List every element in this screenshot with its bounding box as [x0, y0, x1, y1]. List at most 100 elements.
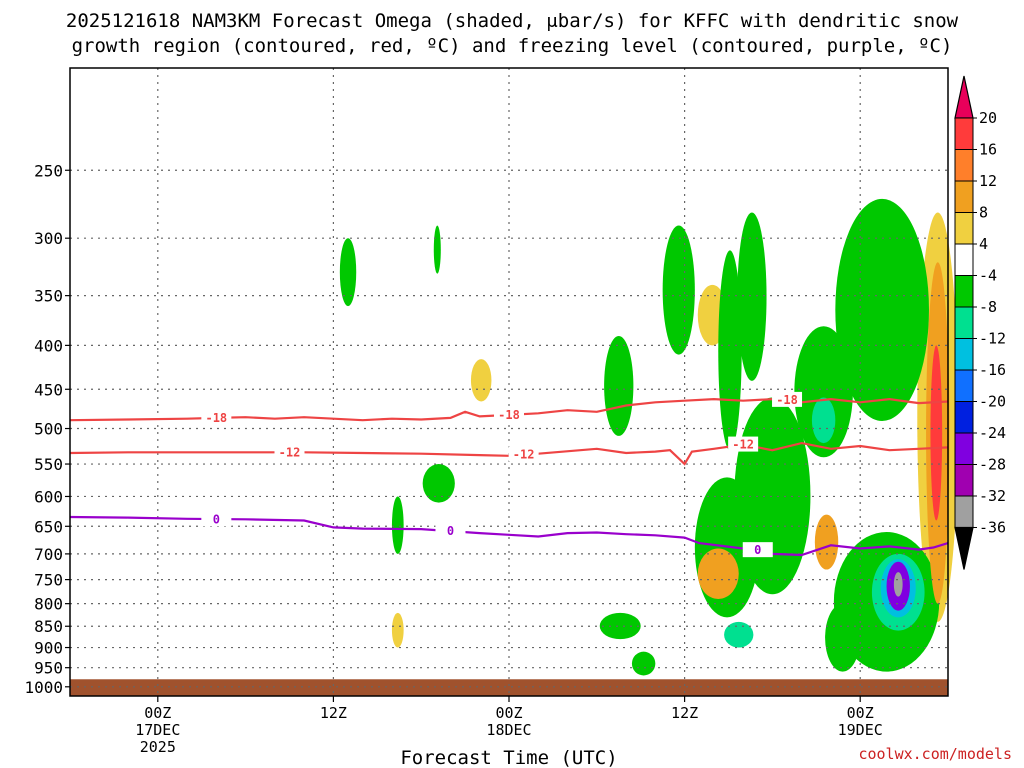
- contour-label-bg: [201, 511, 232, 527]
- colorbar-label: -12: [979, 330, 1006, 348]
- x-tick-label: 12Z: [671, 704, 698, 722]
- omega-region-sink-17-e: [391, 612, 404, 648]
- omega-region-rise-19-a: [794, 326, 853, 458]
- omega-region-rise-19-k: [893, 572, 903, 597]
- y-tick-label: 500: [34, 420, 63, 439]
- omega-region-rise-17-d: [391, 496, 404, 554]
- omega-region-rise-19-b: [811, 397, 836, 444]
- y-tick-label: 250: [34, 161, 63, 180]
- colorbar: 20 16 12 8 4 -4 -8 -12 -16 -20 -24 -28 -32 -36: [954, 75, 1006, 570]
- chart-title-line1: 2025121618 NAM3KM Forecast Omega (shaded…: [66, 10, 959, 32]
- colorbar-swatch: [954, 275, 974, 308]
- y-tick-label: 700: [34, 545, 63, 564]
- colorbar-label: -28: [979, 456, 1006, 474]
- y-tick-label: 650: [34, 517, 63, 536]
- y-tick-label: 400: [34, 336, 63, 355]
- colorbar-label: -8: [979, 298, 997, 316]
- colorbar-swatch: [954, 338, 974, 371]
- contour-label-dgz: -18: [498, 408, 520, 422]
- y-tick-label: 600: [34, 487, 63, 506]
- colorbar-label: -36: [979, 519, 1006, 537]
- x-tick-label: 12Z: [320, 704, 347, 722]
- contour-label-bg: [728, 436, 759, 452]
- colorbar-label: 20: [979, 109, 997, 127]
- omega-region-rise-12z17-b: [433, 225, 441, 274]
- y-tick-label: 800: [34, 595, 63, 614]
- y-tick-label: 900: [34, 639, 63, 658]
- contour-label-bg: [435, 522, 466, 538]
- y-tick-label: 550: [34, 455, 63, 474]
- temperature-contours: -18 -18 -18 -12 -12 -12 0 0 0: [69, 391, 949, 558]
- omega-region-sink-17-a: [470, 359, 492, 402]
- contour-label-freezing: 0: [754, 543, 761, 557]
- omega-region-rise-18-j: [599, 612, 641, 640]
- colorbar-label: 8: [979, 204, 988, 222]
- colorbar-top-arrow: [954, 75, 974, 119]
- omega-region-rise-12z17-a: [339, 238, 357, 307]
- omega-region-rise-19-f: [835, 198, 929, 422]
- contour-label-bg: [201, 409, 232, 425]
- contour-label-bg: [274, 444, 305, 460]
- colorbar-label: 4: [979, 235, 988, 253]
- y-tick-label: 750: [34, 571, 63, 590]
- chart-title-line2: growth region (contoured, red, ºC) and f…: [72, 35, 953, 57]
- contour-label-dgz: -18: [205, 411, 227, 425]
- contour-label-bg: [494, 406, 524, 422]
- omega-region-rise-17-c: [422, 464, 455, 503]
- colorbar-label: 12: [979, 172, 997, 190]
- contour-label-dgz: -12: [279, 445, 301, 459]
- colorbar-label: -4: [979, 267, 997, 285]
- colorbar-swatch: [954, 369, 974, 402]
- y-tick-label: 950: [34, 659, 63, 678]
- y-tick-label: 300: [34, 229, 63, 248]
- contour-label-bg: [508, 446, 539, 462]
- omega-region-rise-18-i: [724, 621, 754, 648]
- colorbar-swatch: [954, 180, 974, 213]
- y-tick-label: 350: [34, 287, 63, 306]
- contour-line-freezing-2: [69, 515, 949, 557]
- contour-label-dgz: -12: [732, 438, 754, 452]
- y-tick-label: 850: [34, 617, 63, 636]
- contour-label-freezing: 0: [213, 512, 220, 526]
- y-tick-label: 450: [34, 380, 63, 399]
- contour-label-bg: [742, 542, 773, 558]
- colorbar-bottom-arrow: [954, 526, 974, 570]
- colorbar-swatch: [954, 243, 974, 276]
- colorbar-label: 16: [979, 141, 997, 159]
- x-axis-label: Forecast Time (UTC): [400, 747, 617, 768]
- ground-surface: [70, 679, 948, 696]
- x-tick-label: 18DEC: [486, 721, 531, 739]
- contour-label-dgz: -12: [513, 447, 535, 461]
- colorbar-swatch: [954, 306, 974, 339]
- colorbar-label: -24: [979, 424, 1006, 442]
- pressure-axis: 250 300 350 400 450 500 550 600 650 700 750 800 850 9…: [24, 161, 70, 697]
- contour-label-dgz: -18: [776, 393, 798, 407]
- omega-region-rise-18-k: [631, 651, 656, 676]
- y-tick-label: 1000: [24, 678, 63, 697]
- x-tick-label: 2025: [140, 738, 176, 756]
- colorbar-swatch: [954, 464, 974, 497]
- colorbar-label: -20: [979, 393, 1006, 411]
- x-tick-label: 17DEC: [135, 721, 180, 739]
- colorbar-swatch: [954, 495, 974, 528]
- omega-region-sink-19-c: [814, 514, 839, 570]
- colorbar-swatch: [954, 212, 974, 245]
- x-tick-label: 00Z: [144, 704, 171, 722]
- colorbar-label: -32: [979, 487, 1006, 505]
- omega-shading: [339, 198, 959, 676]
- omega-region-sink-19-n: [930, 345, 943, 521]
- colorbar-swatch: [954, 432, 974, 465]
- omega-region-rise-18-e: [737, 212, 767, 381]
- colorbar-swatch: [954, 401, 974, 434]
- contour-label-freezing: 0: [447, 524, 454, 538]
- credit-text: coolwx.com/models: [858, 745, 1012, 763]
- colorbar-swatch: [954, 117, 974, 150]
- omega-region-sink-18-g: [697, 548, 739, 599]
- omega-region-rise-18-b: [662, 225, 695, 355]
- x-tick-label: 00Z: [847, 704, 874, 722]
- contour-label-bg: [772, 391, 803, 407]
- x-tick-label: 00Z: [495, 704, 522, 722]
- colorbar-swatch: [954, 149, 974, 182]
